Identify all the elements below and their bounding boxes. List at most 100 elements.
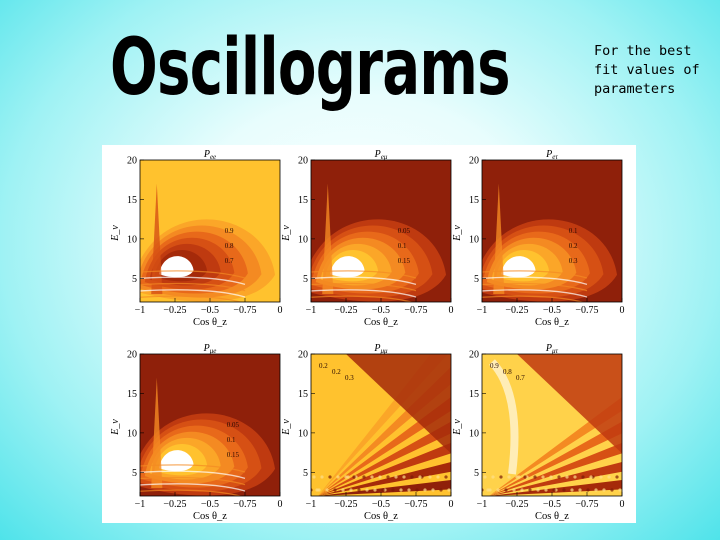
y-tick-label: 5: [132, 468, 137, 479]
contour-speckle: [333, 488, 337, 492]
x-axis-label: Cos θ_z: [364, 511, 398, 522]
contour-level: [159, 450, 194, 472]
x-tick-label: −1: [135, 499, 146, 510]
contour-speckle: [520, 488, 524, 492]
contour-speckle: [312, 475, 316, 479]
contour-area: [311, 354, 451, 496]
panel-title: Peμ: [374, 149, 388, 161]
contour-value-label: 0.9: [225, 227, 234, 235]
contour-speckle: [573, 475, 577, 479]
contour-speckle: [415, 488, 419, 492]
x-tick-label: −0.75: [404, 499, 427, 510]
y-tick-label: 10: [127, 234, 137, 245]
contour-speckle: [541, 475, 545, 479]
x-tick-label: −1: [306, 499, 317, 510]
contour-streak: [140, 483, 246, 492]
contour-speckle: [436, 475, 440, 479]
contour-streak: [482, 276, 588, 285]
contour-speckle: [386, 475, 390, 479]
contour-streak: [140, 289, 246, 298]
y-axis-label: E_ν: [110, 419, 121, 436]
x-tick-label: −0.5: [201, 499, 219, 510]
y-tick-label: 20: [298, 156, 308, 167]
contour-streak: [482, 270, 588, 279]
contour-area: [140, 354, 280, 496]
contour-value-label: 0.2: [569, 242, 578, 250]
x-tick-label: −0.75: [233, 305, 256, 316]
x-axis-label: Cos θ_z: [535, 511, 569, 522]
contour-speckle: [362, 475, 366, 479]
contour-streak: [311, 270, 417, 279]
contour-speckle: [344, 475, 348, 479]
contour-streak: [140, 464, 246, 473]
panel-title: Pμμ: [373, 343, 388, 355]
oscillogram-panel-0: Pee 5 10 15 20 −1 −0.25 −0.5 −0.75 0 Cos θ_z E_ν 0.9…: [110, 149, 283, 328]
contour-streak: [140, 270, 246, 279]
contour-spike: [151, 183, 163, 295]
y-tick-label: 15: [469, 389, 479, 400]
contour-speckle: [444, 475, 448, 479]
oscillogram-grid: Pee 5 10 15 20 −1 −0.25 −0.5 −0.75 0 Cos θ_z E_ν 0.9…: [110, 149, 625, 522]
y-tick-label: 15: [298, 389, 308, 400]
contour-speckle: [402, 475, 406, 479]
contour-speckle: [557, 475, 561, 479]
contour-spike: [322, 183, 334, 295]
contour-value-label: 0.3: [345, 374, 354, 382]
y-axis-label: E_ν: [110, 225, 121, 242]
x-axis-label: Cos θ_z: [193, 317, 227, 328]
y-tick-label: 15: [298, 195, 308, 206]
y-tick-label: 15: [127, 195, 137, 206]
contour-value-label: 0.05: [227, 421, 240, 429]
contour-speckle: [491, 475, 495, 479]
x-tick-label: −0.5: [201, 305, 219, 316]
contour-speckle: [486, 488, 490, 492]
contour-region: [517, 354, 622, 454]
x-tick-label: −1: [477, 305, 488, 316]
y-tick-label: 20: [298, 350, 308, 361]
contour-speckle: [357, 488, 361, 492]
x-axis-label: Cos θ_z: [193, 511, 227, 522]
contour-speckle: [483, 475, 487, 479]
contour-speckle: [562, 488, 566, 492]
y-axis-label: E_ν: [452, 419, 463, 436]
contour-speckle: [325, 488, 329, 492]
x-tick-label: −0.25: [163, 305, 186, 316]
oscillogram-panel-4: Pμμ 5 10 15 20 −1 −0.25 −0.5 −0.75 0 Cos θ_z E_ν 0.2…: [281, 343, 454, 522]
contour-speckle: [423, 488, 427, 492]
contour-speckle: [507, 475, 511, 479]
contour-speckle: [533, 475, 537, 479]
y-tick-label: 5: [132, 274, 137, 285]
contour-speckle: [586, 488, 590, 492]
x-tick-label: 0: [449, 305, 454, 316]
contour-speckle: [399, 488, 403, 492]
contour-speckle: [589, 475, 593, 479]
oscillogram-panel-1: Peμ 5 10 15 20 −1 −0.25 −0.5 −0.75 0 Cos θ_z E_ν 0.0…: [281, 149, 454, 328]
contour-area: [140, 160, 280, 302]
x-tick-label: −0.75: [575, 499, 598, 510]
contour-speckle: [602, 488, 606, 492]
x-tick-label: −0.25: [334, 499, 357, 510]
x-tick-label: −0.25: [163, 499, 186, 510]
contour-streak: [482, 289, 588, 298]
slide-title: Oscillograms: [110, 23, 511, 113]
x-tick-label: −1: [477, 499, 488, 510]
y-tick-label: 20: [469, 156, 479, 167]
y-tick-label: 5: [303, 468, 308, 479]
x-tick-label: 0: [449, 499, 454, 510]
contour-speckle: [618, 488, 622, 492]
y-tick-label: 10: [469, 428, 479, 439]
contour-speckle: [552, 488, 556, 492]
contour-speckle: [391, 488, 395, 492]
contour-streak: [140, 470, 246, 479]
contour-speckle: [410, 475, 414, 479]
contour-streak: [140, 295, 243, 302]
contour-band: [318, 421, 451, 496]
panel-title: Pμτ: [545, 343, 559, 355]
contour-spike: [493, 183, 505, 295]
x-tick-label: −0.25: [334, 305, 357, 316]
contour-band: [489, 479, 622, 496]
contour-speckle: [515, 475, 519, 479]
y-tick-label: 10: [298, 428, 308, 439]
contour-streak: [482, 282, 588, 292]
contour-speckle: [523, 475, 527, 479]
